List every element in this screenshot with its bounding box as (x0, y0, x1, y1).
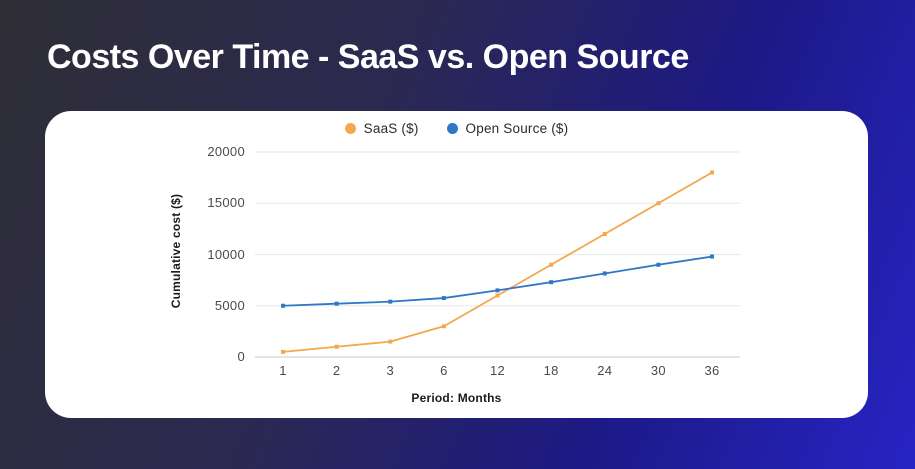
series-marker (334, 344, 339, 349)
x-tick-label: 36 (704, 363, 720, 378)
y-tick-label: 15000 (207, 195, 245, 211)
legend-label: SaaS ($) (363, 121, 419, 136)
series-marker (495, 288, 500, 293)
series-marker (334, 301, 339, 306)
legend-item: SaaS ($) (344, 121, 419, 136)
x-tick-label: 2 (332, 363, 341, 378)
x-tick-label: 24 (597, 363, 613, 378)
series-marker (441, 324, 446, 329)
series-marker (281, 349, 285, 354)
y-axis-title: Cumulative cost ($) (169, 193, 183, 309)
series-marker (710, 170, 714, 175)
series-marker (656, 201, 661, 206)
series-marker (281, 303, 285, 308)
x-tick-label: 30 (650, 363, 666, 378)
chart-legend: SaaS ($) Open Source ($) (45, 121, 868, 136)
series-marker (495, 293, 500, 298)
y-tick-label: 10000 (207, 246, 245, 262)
x-tick-label: 12 (489, 363, 506, 378)
series-marker (388, 299, 393, 304)
y-tick-label: 5000 (214, 297, 245, 313)
series-marker (710, 254, 714, 259)
series-marker (441, 296, 446, 301)
legend-item: Open Source ($) (446, 121, 569, 136)
legend-label: Open Source ($) (465, 121, 569, 136)
legend-dot-icon (446, 123, 458, 134)
series-marker (602, 271, 607, 276)
series-marker (602, 232, 607, 236)
y-tick-label: 0 (237, 349, 245, 364)
y-tick-label: 20000 (207, 144, 245, 159)
series-marker (549, 262, 554, 267)
x-tick-label: 3 (386, 363, 395, 378)
series-line-0 (282, 171, 713, 353)
x-tick-label: 6 (440, 363, 448, 378)
series-marker (549, 280, 554, 285)
x-tick-label: 18 (543, 363, 559, 378)
series-line-1 (282, 255, 713, 307)
x-tick-label: 1 (279, 363, 287, 378)
chart-plot (255, 151, 740, 358)
x-axis-title: Period: Months (411, 391, 502, 405)
series-marker (388, 339, 393, 344)
legend-dot-icon (344, 123, 356, 134)
chart-card: SaaS ($) Open Source ($) 0 5000 10000 15000 2… (45, 111, 868, 418)
series-marker (656, 262, 661, 267)
page-title: Costs Over Time - SaaS vs. Open Source (47, 38, 689, 76)
